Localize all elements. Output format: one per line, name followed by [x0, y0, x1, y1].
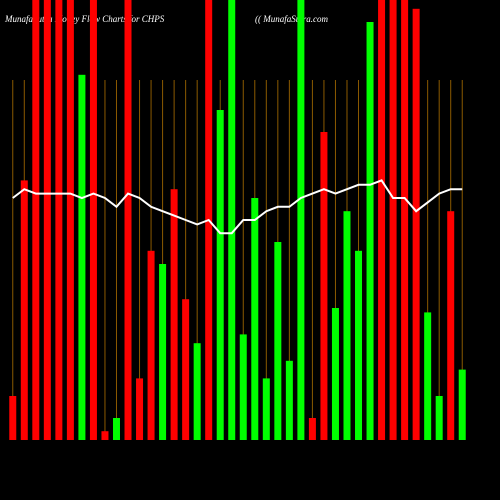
bar: [297, 0, 305, 440]
bar: [228, 0, 236, 440]
bar: [274, 242, 282, 440]
bar: [355, 250, 363, 440]
bar: [458, 369, 466, 440]
bar: [182, 299, 190, 440]
bar: [320, 132, 328, 440]
bar: [32, 0, 40, 440]
bar: [389, 0, 397, 440]
bar: [9, 396, 17, 440]
bar: [308, 418, 316, 440]
bar: [159, 264, 167, 440]
bar: [262, 378, 270, 440]
bar: [20, 180, 28, 440]
bar: [101, 431, 109, 440]
bar: [112, 418, 120, 440]
bar: [331, 308, 339, 440]
bar: [251, 198, 259, 440]
bar: [124, 0, 132, 440]
bar: [170, 189, 178, 440]
bar: [343, 211, 351, 440]
bar: [89, 0, 97, 440]
bar: [239, 334, 247, 440]
bar: [447, 211, 455, 440]
bar: [78, 74, 86, 441]
bar: [136, 378, 144, 440]
chart-title: MunafaSutra Money Flow Charts for CHPS: [4, 14, 165, 24]
bar: [193, 343, 201, 440]
bar: [285, 360, 293, 440]
bar: [55, 0, 63, 440]
bar: [66, 0, 74, 440]
chart-subtitle: (( MunafaSutra.com: [255, 14, 328, 24]
bar: [43, 0, 51, 440]
bar: [424, 312, 432, 440]
bar: [435, 396, 443, 440]
bar: [216, 110, 224, 440]
money-flow-line: [12, 179, 463, 235]
bar: [366, 22, 374, 440]
bar: [378, 0, 386, 440]
bar: [401, 0, 409, 440]
bar: [412, 8, 420, 441]
bar: [147, 250, 155, 440]
